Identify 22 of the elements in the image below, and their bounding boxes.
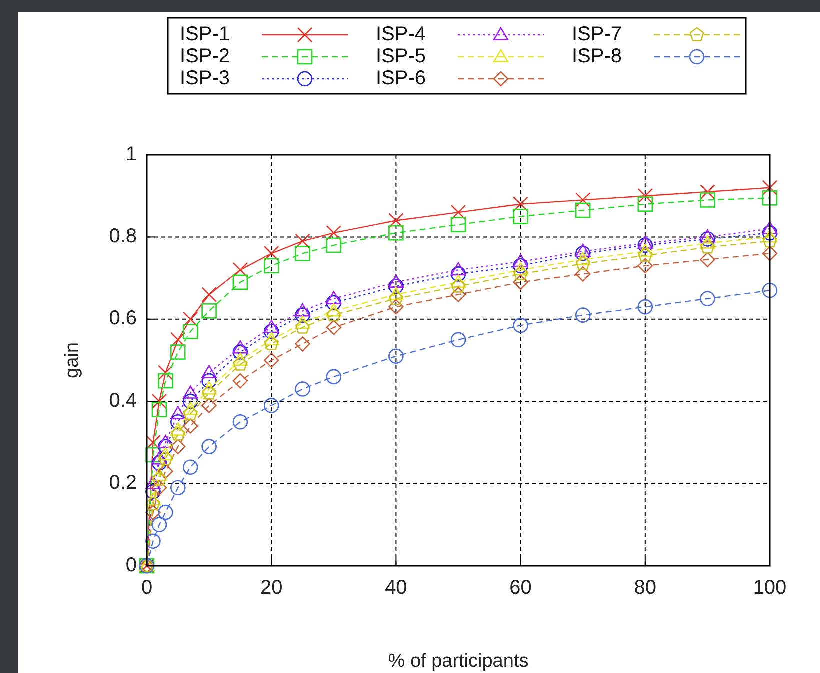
- legend-label: ISP-7: [572, 23, 622, 46]
- x-tick-label: 100: [753, 577, 787, 599]
- x-axis-title: % of participants: [388, 651, 529, 672]
- legend-label: ISP-2: [180, 45, 230, 68]
- y-tick-label: 1: [126, 143, 137, 166]
- y-tick-label: 0.2: [109, 472, 137, 494]
- y-tick-label: 0: [126, 554, 137, 576]
- x-tick-label: 60: [510, 577, 532, 599]
- y-axis-title: gain: [62, 342, 83, 378]
- x-tick-label: 0: [141, 577, 153, 599]
- legend-label: ISP-6: [376, 67, 426, 90]
- x-tick-label: 80: [634, 577, 657, 599]
- y-tick-label: 0.6: [109, 308, 137, 330]
- legend-label: ISP-8: [572, 45, 622, 68]
- legend-label: ISP-1: [180, 23, 230, 46]
- x-tick-label: 40: [385, 577, 408, 599]
- legend-label: ISP-4: [376, 23, 426, 46]
- y-tick-label: 0.8: [109, 225, 137, 248]
- legend-label: ISP-5: [376, 45, 426, 68]
- x-tick-label: 20: [260, 577, 283, 599]
- y-tick-label: 0.4: [109, 390, 137, 412]
- legend-label: ISP-3: [180, 67, 230, 90]
